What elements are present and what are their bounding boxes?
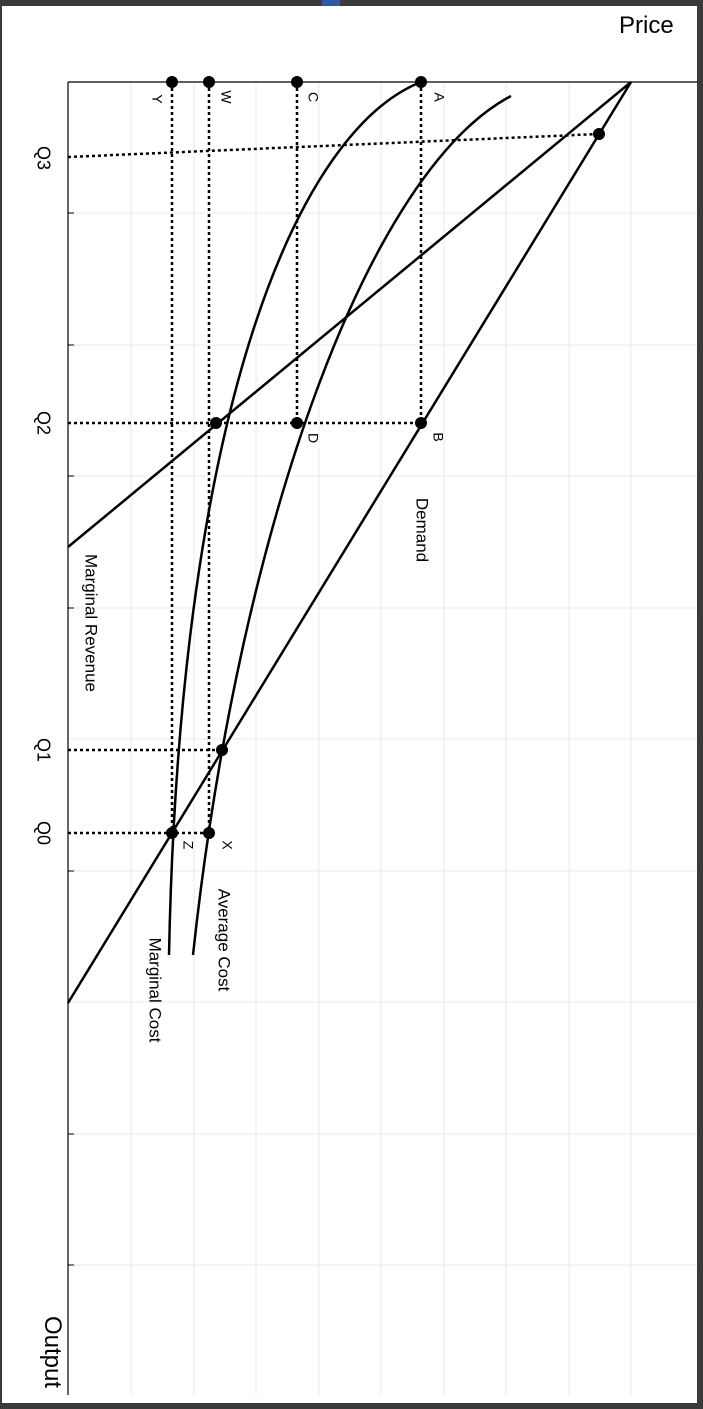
label-c: C <box>305 92 321 102</box>
label-demand: Demand <box>413 498 432 562</box>
label-marginal-revenue: Marginal Revenue <box>82 554 101 692</box>
point-y <box>166 76 178 88</box>
label-average-cost: Average Cost <box>215 889 234 992</box>
label-x: X <box>219 840 235 850</box>
label-y: Y <box>149 94 165 104</box>
label-q1: Q1 <box>33 738 53 762</box>
window-frame-top <box>0 0 703 6</box>
point-q3-demand <box>593 128 605 140</box>
point-q2-mc <box>210 417 222 429</box>
label-d: D <box>305 433 321 443</box>
point-b <box>415 417 427 429</box>
grid <box>68 82 697 1395</box>
label-marginal-cost: Marginal Cost <box>146 938 165 1043</box>
window-frame-bottom <box>0 1403 703 1409</box>
demand-curve <box>66 81 633 1004</box>
point-x <box>203 827 215 839</box>
point-a <box>415 76 427 88</box>
guide-lines <box>67 82 600 835</box>
window-frame-right <box>697 0 703 1409</box>
axis-ticks <box>68 212 74 1266</box>
label-z: Z <box>180 841 196 850</box>
guide-q3 <box>67 132 600 159</box>
point-d <box>291 417 303 429</box>
point-c <box>291 76 303 88</box>
label-a: A <box>431 92 447 102</box>
point-z <box>166 827 178 839</box>
marginal-revenue-curve <box>67 81 632 548</box>
label-w: W <box>218 90 234 104</box>
price-axis-label: Price <box>619 12 674 39</box>
point-q1-demand <box>216 744 228 756</box>
output-axis-label: Output <box>39 1315 67 1389</box>
marginal-cost-curve <box>167 80 422 956</box>
document-marker <box>322 0 340 6</box>
window-frame-left <box>0 0 2 1409</box>
point-w <box>203 76 215 88</box>
label-q3: Q3 <box>33 146 53 170</box>
points <box>166 76 605 839</box>
label-q0: Q0 <box>33 821 53 845</box>
label-b: B <box>430 432 446 441</box>
label-q2: Q2 <box>33 411 53 435</box>
average-cost-curve <box>191 94 512 956</box>
